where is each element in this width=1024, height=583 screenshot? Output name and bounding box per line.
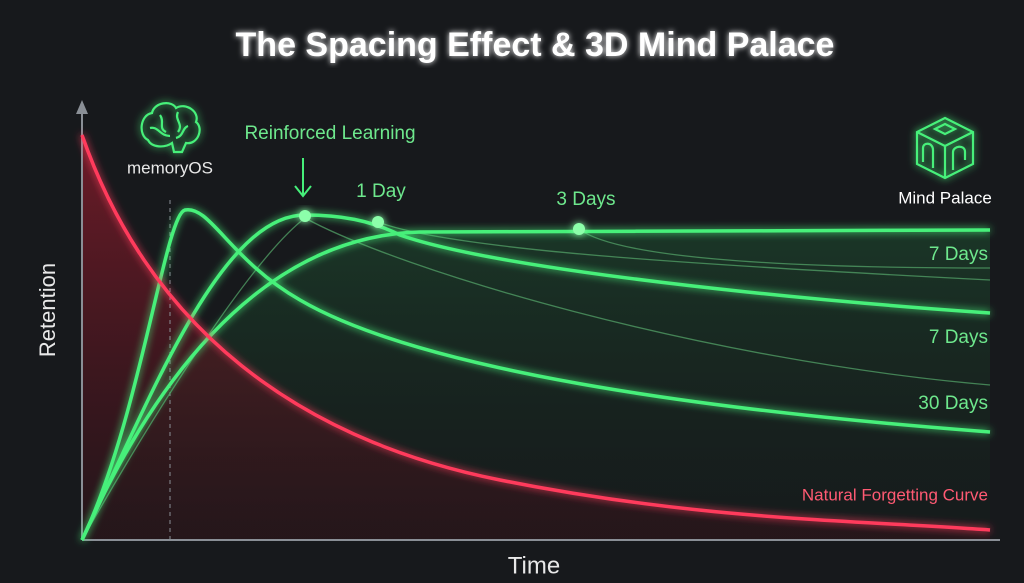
mind-palace-icon xyxy=(915,116,975,180)
mind-palace-label: Mind Palace xyxy=(898,188,992,207)
y-axis-title: Retention xyxy=(35,263,60,357)
red-area xyxy=(82,135,990,540)
forgetting-curve xyxy=(80,134,991,532)
interval-label: 30 Days xyxy=(918,393,988,414)
y-arrow xyxy=(76,100,88,114)
interval-label: 1 Day xyxy=(356,181,406,202)
pointer-arrow xyxy=(294,158,312,198)
forgetting-label: Natural Forgetting Curve xyxy=(802,485,988,504)
x-axis-title: Time xyxy=(508,552,560,579)
title: The Spacing Effect & 3D Mind Palace xyxy=(236,26,835,64)
review-dot xyxy=(573,223,585,235)
interval-label: 3 Days xyxy=(556,189,615,210)
review-curve xyxy=(80,208,991,541)
review-dot xyxy=(299,210,311,222)
interval-label: 7 Days xyxy=(929,327,988,348)
logo-label: memoryOS xyxy=(127,158,213,177)
brain-icon xyxy=(140,102,201,154)
review-curve xyxy=(80,228,991,541)
interval-label: 7 Days xyxy=(929,244,988,265)
review-dot xyxy=(372,216,384,228)
reinforced-label: Reinforced Learning xyxy=(244,123,415,144)
